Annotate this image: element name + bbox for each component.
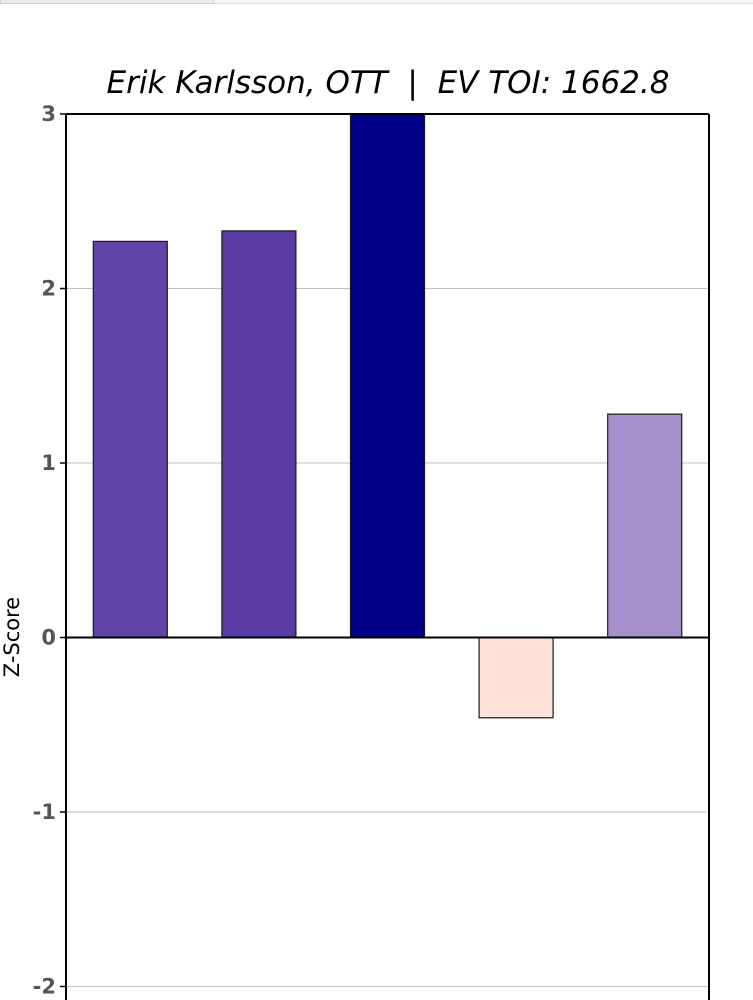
y-tick-label: 3 [41,102,56,126]
bars [92,113,683,719]
bar-2 [221,230,297,639]
chart-title: Erik Karlsson, OTT | EV TOI: 1662.8 [107,65,670,101]
axes [65,113,710,1000]
y-tick-label: 2 [41,277,56,301]
y-axis-label: Z-Score [0,597,24,677]
bar-5 [607,413,683,639]
y-tick-label: 0 [41,626,56,650]
bar-4 [478,636,554,719]
y-tick-label: -2 [33,975,56,999]
window-top-strip [0,0,753,4]
bar-1 [92,240,168,639]
y-tick-label: 1 [41,451,56,475]
y-tick-labels: 3 2 1 0 -1 -2 [33,102,66,999]
y-tick-label: -1 [33,800,56,824]
window-tab [0,0,214,4]
bar-3 [349,113,426,639]
